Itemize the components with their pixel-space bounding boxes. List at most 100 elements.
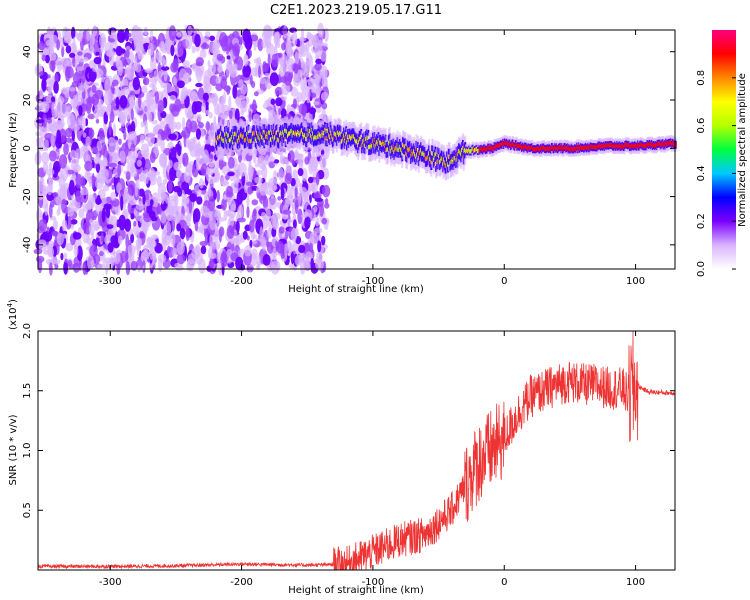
spectrogram-cell [156, 175, 162, 187]
spectrogram-cell [280, 108, 287, 119]
spectrogram-cell [259, 226, 264, 241]
spectrogram-x-tick-label: -300 [99, 276, 122, 287]
snr-y-tick-label: 1.5 [22, 383, 33, 399]
spectrogram-cell [152, 85, 158, 93]
spectrogram-cell [207, 60, 211, 67]
spectrogram-cell [321, 42, 329, 47]
spectrogram-cell [205, 166, 210, 181]
spectrogram-cell [240, 100, 248, 113]
spectrogram-cell [205, 109, 210, 116]
spectrogram-cell [256, 186, 260, 193]
spectrogram-cell [209, 216, 217, 231]
spectrogram-cell [56, 39, 60, 51]
spectrogram-cell [314, 197, 324, 202]
spectrogram-cell [134, 182, 138, 198]
spectrogram-cell [77, 51, 83, 56]
spectrogram-cell [216, 53, 224, 62]
spectrogram-cell [95, 162, 100, 174]
spectrogram-cell [112, 79, 119, 87]
spectrogram-cell [123, 130, 127, 141]
spectrogram-cell [303, 211, 309, 218]
spectrogram-cell [130, 108, 134, 121]
spectrogram-cell [251, 199, 259, 206]
figure-title: C2E1.2023.219.05.17.G11 [270, 3, 442, 18]
spectrogram-cell [203, 212, 212, 218]
spectrogram-cell [135, 203, 144, 211]
spectrogram-cell [235, 220, 240, 233]
spectrogram-cell [159, 153, 168, 169]
spectrogram-cell [47, 81, 53, 95]
spectrogram-cell [80, 187, 89, 196]
spectrogram-cell [305, 73, 309, 78]
spectrogram-cell [210, 145, 215, 152]
spectrogram-cell [223, 193, 227, 201]
spectrogram-cell [222, 91, 227, 105]
spectrogram-cell [242, 156, 246, 161]
spectrogram-cell [208, 184, 211, 197]
spectrogram-cell [221, 198, 227, 211]
spectrogram-cell [174, 98, 182, 112]
spectrogram-cell [134, 100, 139, 114]
spectrogram-cell [69, 52, 76, 58]
spectrogram-cell [203, 139, 213, 145]
spectrogram-cell [277, 167, 284, 181]
spectrogram-cell [74, 123, 80, 132]
spectrogram-cell [212, 63, 216, 75]
spectrogram-cell [202, 42, 208, 49]
spectrogram-cell [151, 119, 158, 125]
spectrogram-cell [141, 221, 149, 228]
spectrogram-cell [293, 74, 301, 87]
spectrogram-cell [317, 239, 322, 253]
spectrogram-cell [321, 217, 328, 225]
spectrogram-cell [246, 195, 250, 208]
spectrogram-cell [99, 33, 107, 48]
spectrogram-cell [219, 32, 228, 48]
spectrogram-cell [42, 114, 47, 128]
spectrogram-cell [91, 173, 95, 189]
spectrogram-cell [143, 26, 148, 36]
spectrogram-cell [46, 117, 53, 124]
spectrogram-cell [63, 36, 71, 44]
spectrogram-cell [321, 235, 326, 246]
spectrogram-cell [246, 205, 250, 219]
spectrogram-cell [182, 60, 190, 69]
spectrogram-cell [157, 70, 163, 84]
spectrogram-cell [108, 38, 115, 43]
spectrogram-cell [151, 76, 157, 88]
spectrogram-cell [80, 145, 89, 153]
spectrogram-cell [124, 218, 132, 232]
spectrogram-cell [127, 180, 136, 195]
spectrogram-cell [245, 181, 254, 186]
snr-y-label: SNR (10 * v/v) [8, 414, 19, 485]
spectrogram-x-tick-label: 100 [626, 276, 645, 287]
spectrogram-cell [322, 184, 331, 198]
spectrogram-cell [95, 51, 100, 56]
spectrogram-cell [297, 208, 303, 225]
spectrogram-cell [205, 31, 211, 38]
spectrogram-cell [294, 199, 299, 215]
spectrogram-cell [160, 66, 170, 71]
spectrogram-cell [235, 234, 242, 246]
spectrogram-cell [286, 39, 292, 55]
spectrogram-cell [226, 185, 233, 196]
spectrogram-cell [261, 38, 267, 49]
spectrogram-cell [109, 111, 115, 123]
spectrogram-cell [37, 239, 47, 248]
spectrogram-cell [146, 132, 155, 147]
spectrogram-cell [76, 32, 82, 41]
spectrogram-cell [188, 199, 193, 214]
spectrogram-cell [71, 130, 76, 142]
spectrogram-cell [233, 63, 238, 70]
spectrogram-cell [84, 160, 93, 172]
spectrogram-cell [85, 136, 91, 147]
spectrogram-cell [101, 197, 107, 204]
spectrogram-cell [138, 92, 142, 109]
spectrogram-cell [256, 56, 262, 66]
spectrogram-cell [67, 203, 75, 217]
spectrogram-cell [110, 191, 117, 201]
spectrogram-cell [148, 210, 156, 219]
spectrogram-cell [168, 133, 177, 140]
spectrogram-cell [191, 164, 196, 174]
spectrogram-cell [117, 163, 122, 178]
spectrogram-cell [299, 36, 304, 52]
